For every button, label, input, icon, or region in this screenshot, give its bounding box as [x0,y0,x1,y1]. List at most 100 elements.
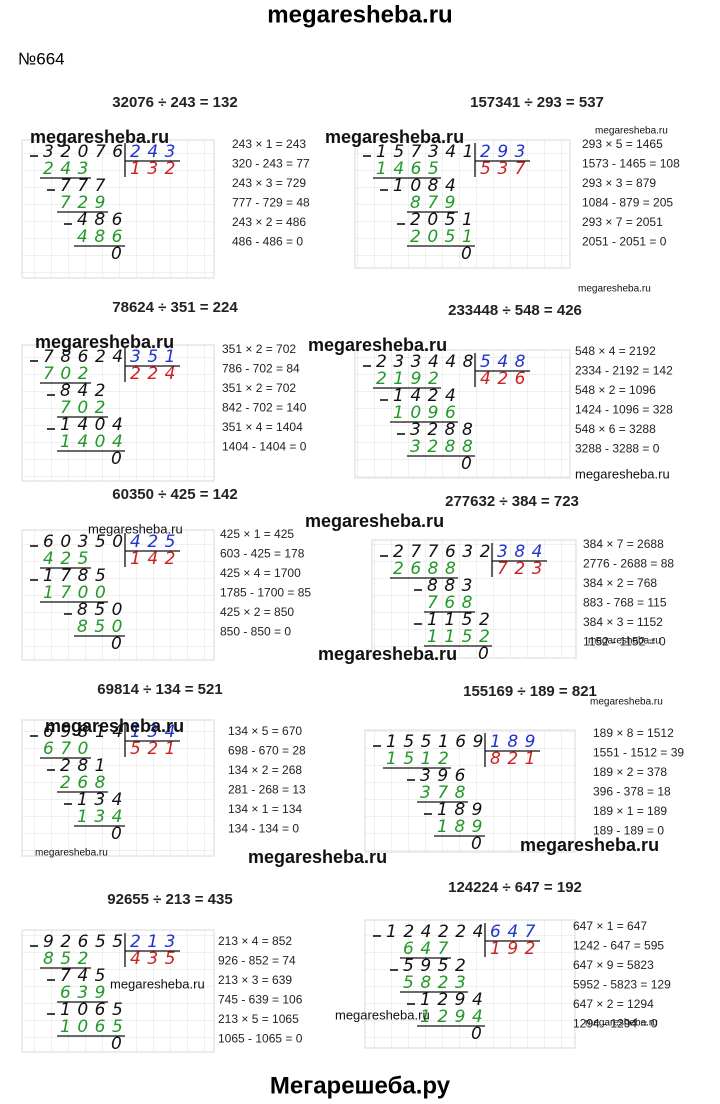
note-line: 548 × 6 = 3288 [575,422,656,436]
grid [21,719,215,857]
watermark: megaresheba.ru [30,127,169,147]
note-line: 1084 - 879 = 205 [582,196,673,210]
note-line: 647 × 2 = 1294 [573,997,654,1011]
watermark: megaresheba.ru [578,284,651,295]
dividend: 92655 [43,932,130,952]
problem-title: 69814 ÷ 134 = 521 [97,681,222,698]
watermark: megaresheba.ru [575,466,670,481]
problem-title: 157341 ÷ 293 = 537 [470,94,604,111]
note-line: 2051 - 2051 = 0 [582,235,667,249]
watermark: megaresheba.ru [35,332,174,352]
partial: 883 [427,576,479,596]
note-line: 3288 - 3288 = 0 [575,442,660,456]
note-line: 189 - 189 = 0 [593,824,664,838]
watermark: megaresheba.ru [595,126,668,137]
watermark: megaresheba.ru [110,976,205,991]
partial: 5952 [403,956,472,976]
note-line: 213 × 5 = 1065 [218,1012,299,1026]
note-line: 926 - 852 = 74 [218,954,296,968]
subtrahend: 1152 [427,627,496,647]
note-line: 883 - 768 = 115 [583,596,667,610]
watermark: megaresheba.ru [35,848,108,859]
dividend: 157341 [376,142,480,162]
task-number: №664 [18,49,65,68]
remainder: 0 [111,244,128,264]
grid [371,539,577,659]
watermark: megaresheba.ru [318,644,457,664]
quotient: 435 [130,949,182,969]
remainder: 0 [111,1034,128,1054]
problem-title: 124224 ÷ 647 = 192 [448,879,582,896]
dividend: 277632 [393,542,497,562]
subtrahend: 647 [403,939,455,959]
note-line: 134 × 1 = 134 [228,802,302,816]
subtrahend: 189 [437,817,489,837]
dividend: 32076 [43,142,130,162]
note-line: 243 × 2 = 486 [232,215,306,229]
note-line: 320 - 243 = 77 [232,157,310,171]
remainder: 0 [111,634,128,654]
remainder: 0 [461,454,478,474]
subtrahend: 852 [43,949,95,969]
partial: 1785 [43,566,112,586]
partial: 1084 [393,176,462,196]
subtrahend: 1700 [43,583,112,603]
note-line: 243 × 1 = 243 [232,137,306,151]
quotient: 723 [497,559,549,579]
subtrahend: 2192 [376,369,445,389]
watermark: megaresheba.ru [585,1018,658,1029]
subtrahend: 729 [60,193,112,213]
note-line: 647 × 1 = 647 [573,919,647,933]
subtrahend: 2051 [410,227,479,247]
note-line: 1573 - 1465 = 108 [582,157,680,171]
problem-title: 92655 ÷ 213 = 435 [107,891,232,908]
subtrahend: 268 [60,773,112,793]
note-line: 134 × 2 = 268 [228,763,302,777]
problem-title: 233448 ÷ 548 = 426 [448,302,582,319]
note-line: 351 × 2 = 702 [222,342,296,356]
subtrahend: 1065 [60,1017,129,1037]
note-line: 603 - 425 = 178 [220,547,305,561]
remainder: 0 [471,834,488,854]
quotient: 132 [130,159,182,179]
grid [354,139,571,269]
note-line: 1242 - 647 = 595 [573,939,664,953]
partial: 1294 [420,990,489,1010]
partial: 281 [60,756,112,776]
divisor: 425 [130,532,182,552]
subtrahend: 243 [43,159,95,179]
quotient: 142 [130,549,182,569]
grid [21,344,215,482]
dividend: 69814 [43,722,130,742]
note-line: 777 - 729 = 48 [232,196,310,210]
quotient: 821 [490,749,542,769]
note-line: 243 × 3 = 729 [232,176,306,190]
note-line: 1065 - 1065 = 0 [218,1032,303,1046]
note-line: 745 - 639 = 106 [218,993,303,1007]
note-line: 425 × 1 = 425 [220,527,294,541]
remainder: 0 [478,644,495,664]
grid [21,139,215,279]
partial: 2051 [410,210,479,230]
subtrahend: 378 [420,783,472,803]
divisor: 134 [130,722,182,742]
subtrahend: 134 [77,807,129,827]
grid [354,349,571,479]
note-line: 213 × 4 = 852 [218,934,292,948]
note-line: 5952 - 5823 = 129 [573,978,671,992]
watermark: megaresheba.ru [590,697,663,708]
remainder: 0 [111,824,128,844]
watermark: megaresheba.ru [325,127,464,147]
quotient: 224 [130,364,182,384]
partial: 189 [437,800,489,820]
grid [21,929,215,1053]
partial: 396 [420,766,472,786]
partial: 1404 [60,415,129,435]
subtrahend: 702 [60,398,112,418]
subtrahend: 1465 [376,159,445,179]
note-line: 647 × 9 = 5823 [573,958,654,972]
note-line: 189 × 8 = 1512 [593,726,674,740]
subtrahend: 670 [43,739,95,759]
partial: 1065 [60,1000,129,1020]
